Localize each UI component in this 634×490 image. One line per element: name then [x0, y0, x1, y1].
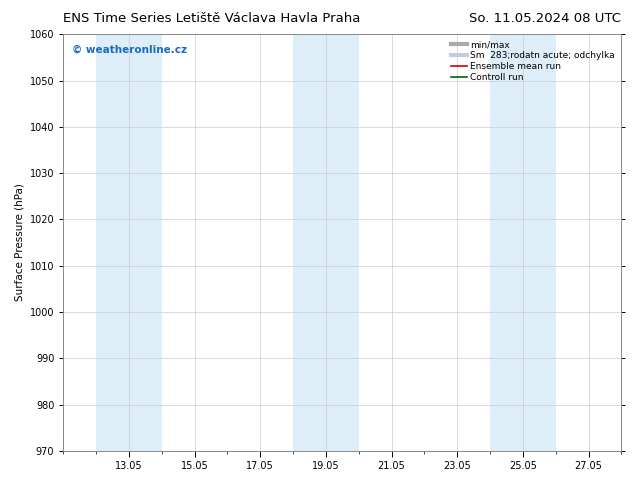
Bar — [293, 34, 359, 451]
Text: ENS Time Series Letiště Václava Havla Praha: ENS Time Series Letiště Václava Havla Pr… — [63, 12, 361, 25]
Bar — [96, 34, 162, 451]
Bar — [490, 34, 555, 451]
Text: So. 11.05.2024 08 UTC: So. 11.05.2024 08 UTC — [469, 12, 621, 25]
Legend: min/max, Sm  283;rodatn acute; odchylka, Ensemble mean run, Controll run: min/max, Sm 283;rodatn acute; odchylka, … — [449, 39, 617, 84]
Y-axis label: Surface Pressure (hPa): Surface Pressure (hPa) — [14, 184, 24, 301]
Text: © weatheronline.cz: © weatheronline.cz — [72, 45, 187, 55]
